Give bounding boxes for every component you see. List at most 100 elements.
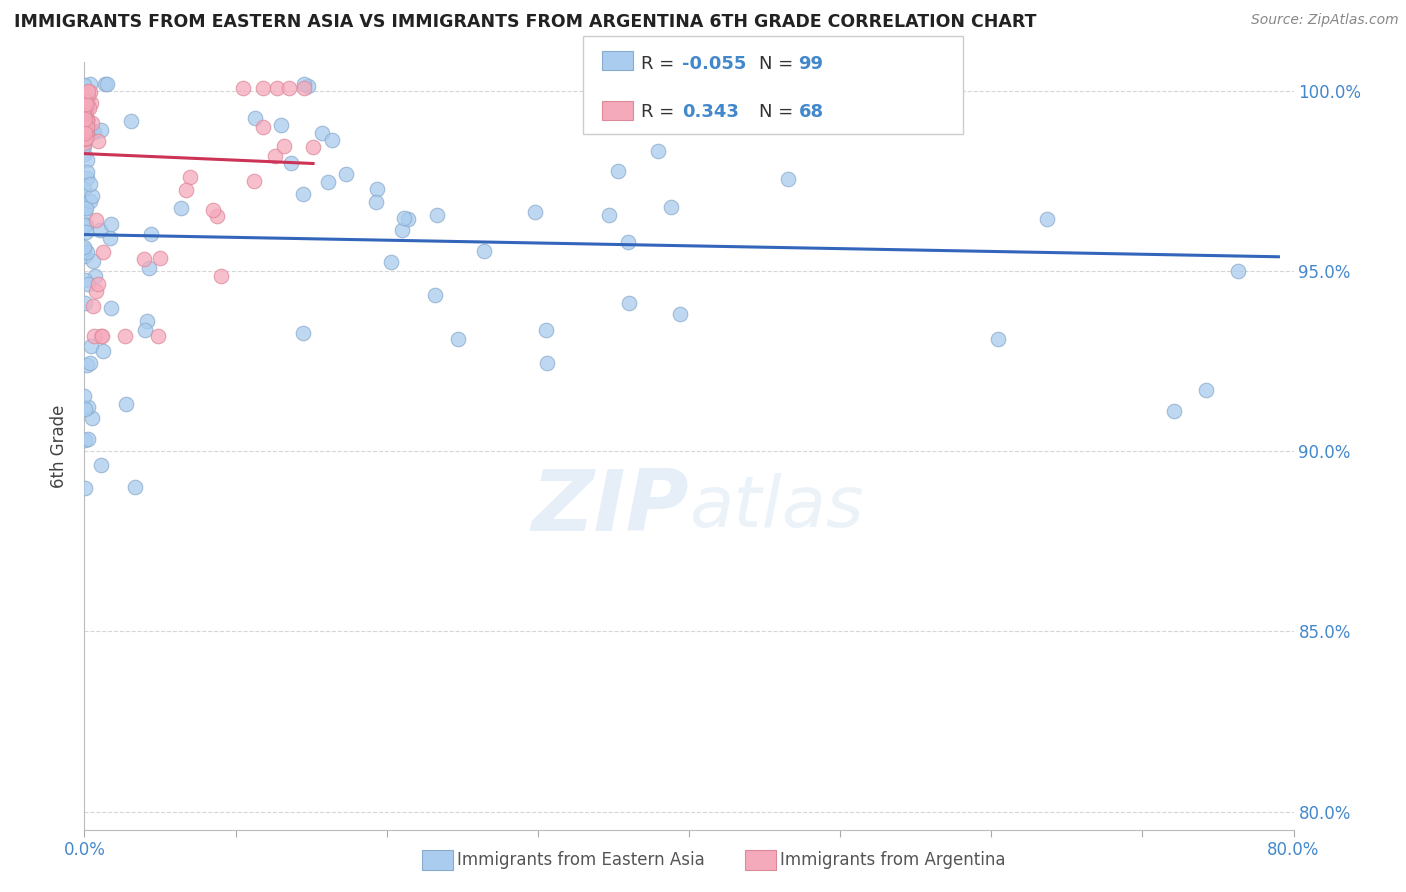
Point <box>1163 404 1185 418</box>
Point <box>80 339 103 353</box>
Point <box>536 356 558 370</box>
Text: R =: R = <box>641 103 681 120</box>
Point <box>83 329 105 343</box>
Point <box>76 84 98 98</box>
Point <box>79 177 101 191</box>
Point <box>76 113 98 128</box>
Point <box>778 171 800 186</box>
Text: Immigrants from Eastern Asia: Immigrants from Eastern Asia <box>457 851 704 869</box>
Point <box>647 144 669 158</box>
Point <box>524 204 547 219</box>
Text: 68: 68 <box>799 103 824 120</box>
Text: Immigrants from Argentina: Immigrants from Argentina <box>780 851 1005 869</box>
Point <box>146 329 169 343</box>
Point <box>138 260 160 275</box>
Text: N =: N = <box>759 55 799 73</box>
Point <box>270 118 292 132</box>
Point <box>73 242 96 256</box>
Point <box>76 400 98 414</box>
Point <box>121 114 143 128</box>
Point <box>73 87 96 101</box>
Point <box>75 97 97 112</box>
Point <box>316 175 339 189</box>
Point <box>75 272 97 286</box>
Point <box>75 249 97 263</box>
Point <box>614 77 637 91</box>
Point <box>75 92 97 106</box>
Point <box>76 129 98 144</box>
Point <box>770 77 793 91</box>
Point <box>73 218 96 232</box>
Text: ZIP: ZIP <box>531 466 689 549</box>
Point <box>277 80 299 95</box>
Point <box>73 94 96 108</box>
Point <box>1035 212 1057 227</box>
Point <box>73 433 96 447</box>
Point <box>207 209 229 223</box>
Point <box>75 112 97 127</box>
Point <box>380 255 402 269</box>
Point <box>87 135 110 149</box>
Point <box>84 284 107 298</box>
Point <box>73 147 96 161</box>
Point <box>91 343 114 358</box>
Point <box>75 122 97 136</box>
Point <box>73 130 96 145</box>
Point <box>392 211 415 225</box>
Point <box>73 136 96 150</box>
Point <box>100 301 122 316</box>
Point <box>75 225 97 239</box>
Point <box>391 223 413 237</box>
Point <box>245 111 267 125</box>
Point <box>252 80 274 95</box>
Point <box>291 186 314 201</box>
Point <box>77 88 100 103</box>
Point <box>79 101 101 115</box>
Point <box>76 153 98 168</box>
Point <box>100 217 122 231</box>
Point <box>89 223 111 237</box>
Point <box>82 124 104 138</box>
Point <box>132 252 155 266</box>
Point <box>607 164 630 178</box>
Point <box>98 231 121 245</box>
Point <box>447 332 470 346</box>
Point <box>76 244 98 259</box>
Point <box>73 121 96 136</box>
Point <box>617 296 640 310</box>
Point <box>73 89 96 103</box>
Point <box>75 218 97 232</box>
Point <box>94 77 117 91</box>
Point <box>73 112 96 127</box>
Point <box>273 139 295 153</box>
Point <box>291 326 314 341</box>
Text: 0.343: 0.343 <box>682 103 738 120</box>
Point <box>77 128 100 142</box>
Point <box>598 208 620 222</box>
Point <box>76 120 98 135</box>
Point <box>86 277 108 291</box>
Point <box>174 183 197 197</box>
Point <box>91 244 114 259</box>
Point <box>90 123 112 137</box>
Point <box>79 194 101 208</box>
Point <box>79 96 101 111</box>
Point <box>669 307 692 321</box>
Point <box>76 114 98 128</box>
Text: Source: ZipAtlas.com: Source: ZipAtlas.com <box>1251 13 1399 28</box>
Point <box>114 329 136 343</box>
Point <box>366 182 388 196</box>
Point <box>73 78 96 92</box>
Point <box>73 389 96 403</box>
Point <box>82 254 104 268</box>
Y-axis label: 6th Grade: 6th Grade <box>51 404 69 488</box>
Point <box>302 140 325 154</box>
Point <box>75 121 97 136</box>
Point <box>73 98 96 112</box>
Point <box>474 244 496 259</box>
Point <box>73 111 96 125</box>
Text: IMMIGRANTS FROM EASTERN ASIA VS IMMIGRANTS FROM ARGENTINA 6TH GRADE CORRELATION : IMMIGRANTS FROM EASTERN ASIA VS IMMIGRAN… <box>14 13 1036 31</box>
Point <box>75 131 97 145</box>
Point <box>77 433 100 447</box>
Point <box>134 323 156 337</box>
